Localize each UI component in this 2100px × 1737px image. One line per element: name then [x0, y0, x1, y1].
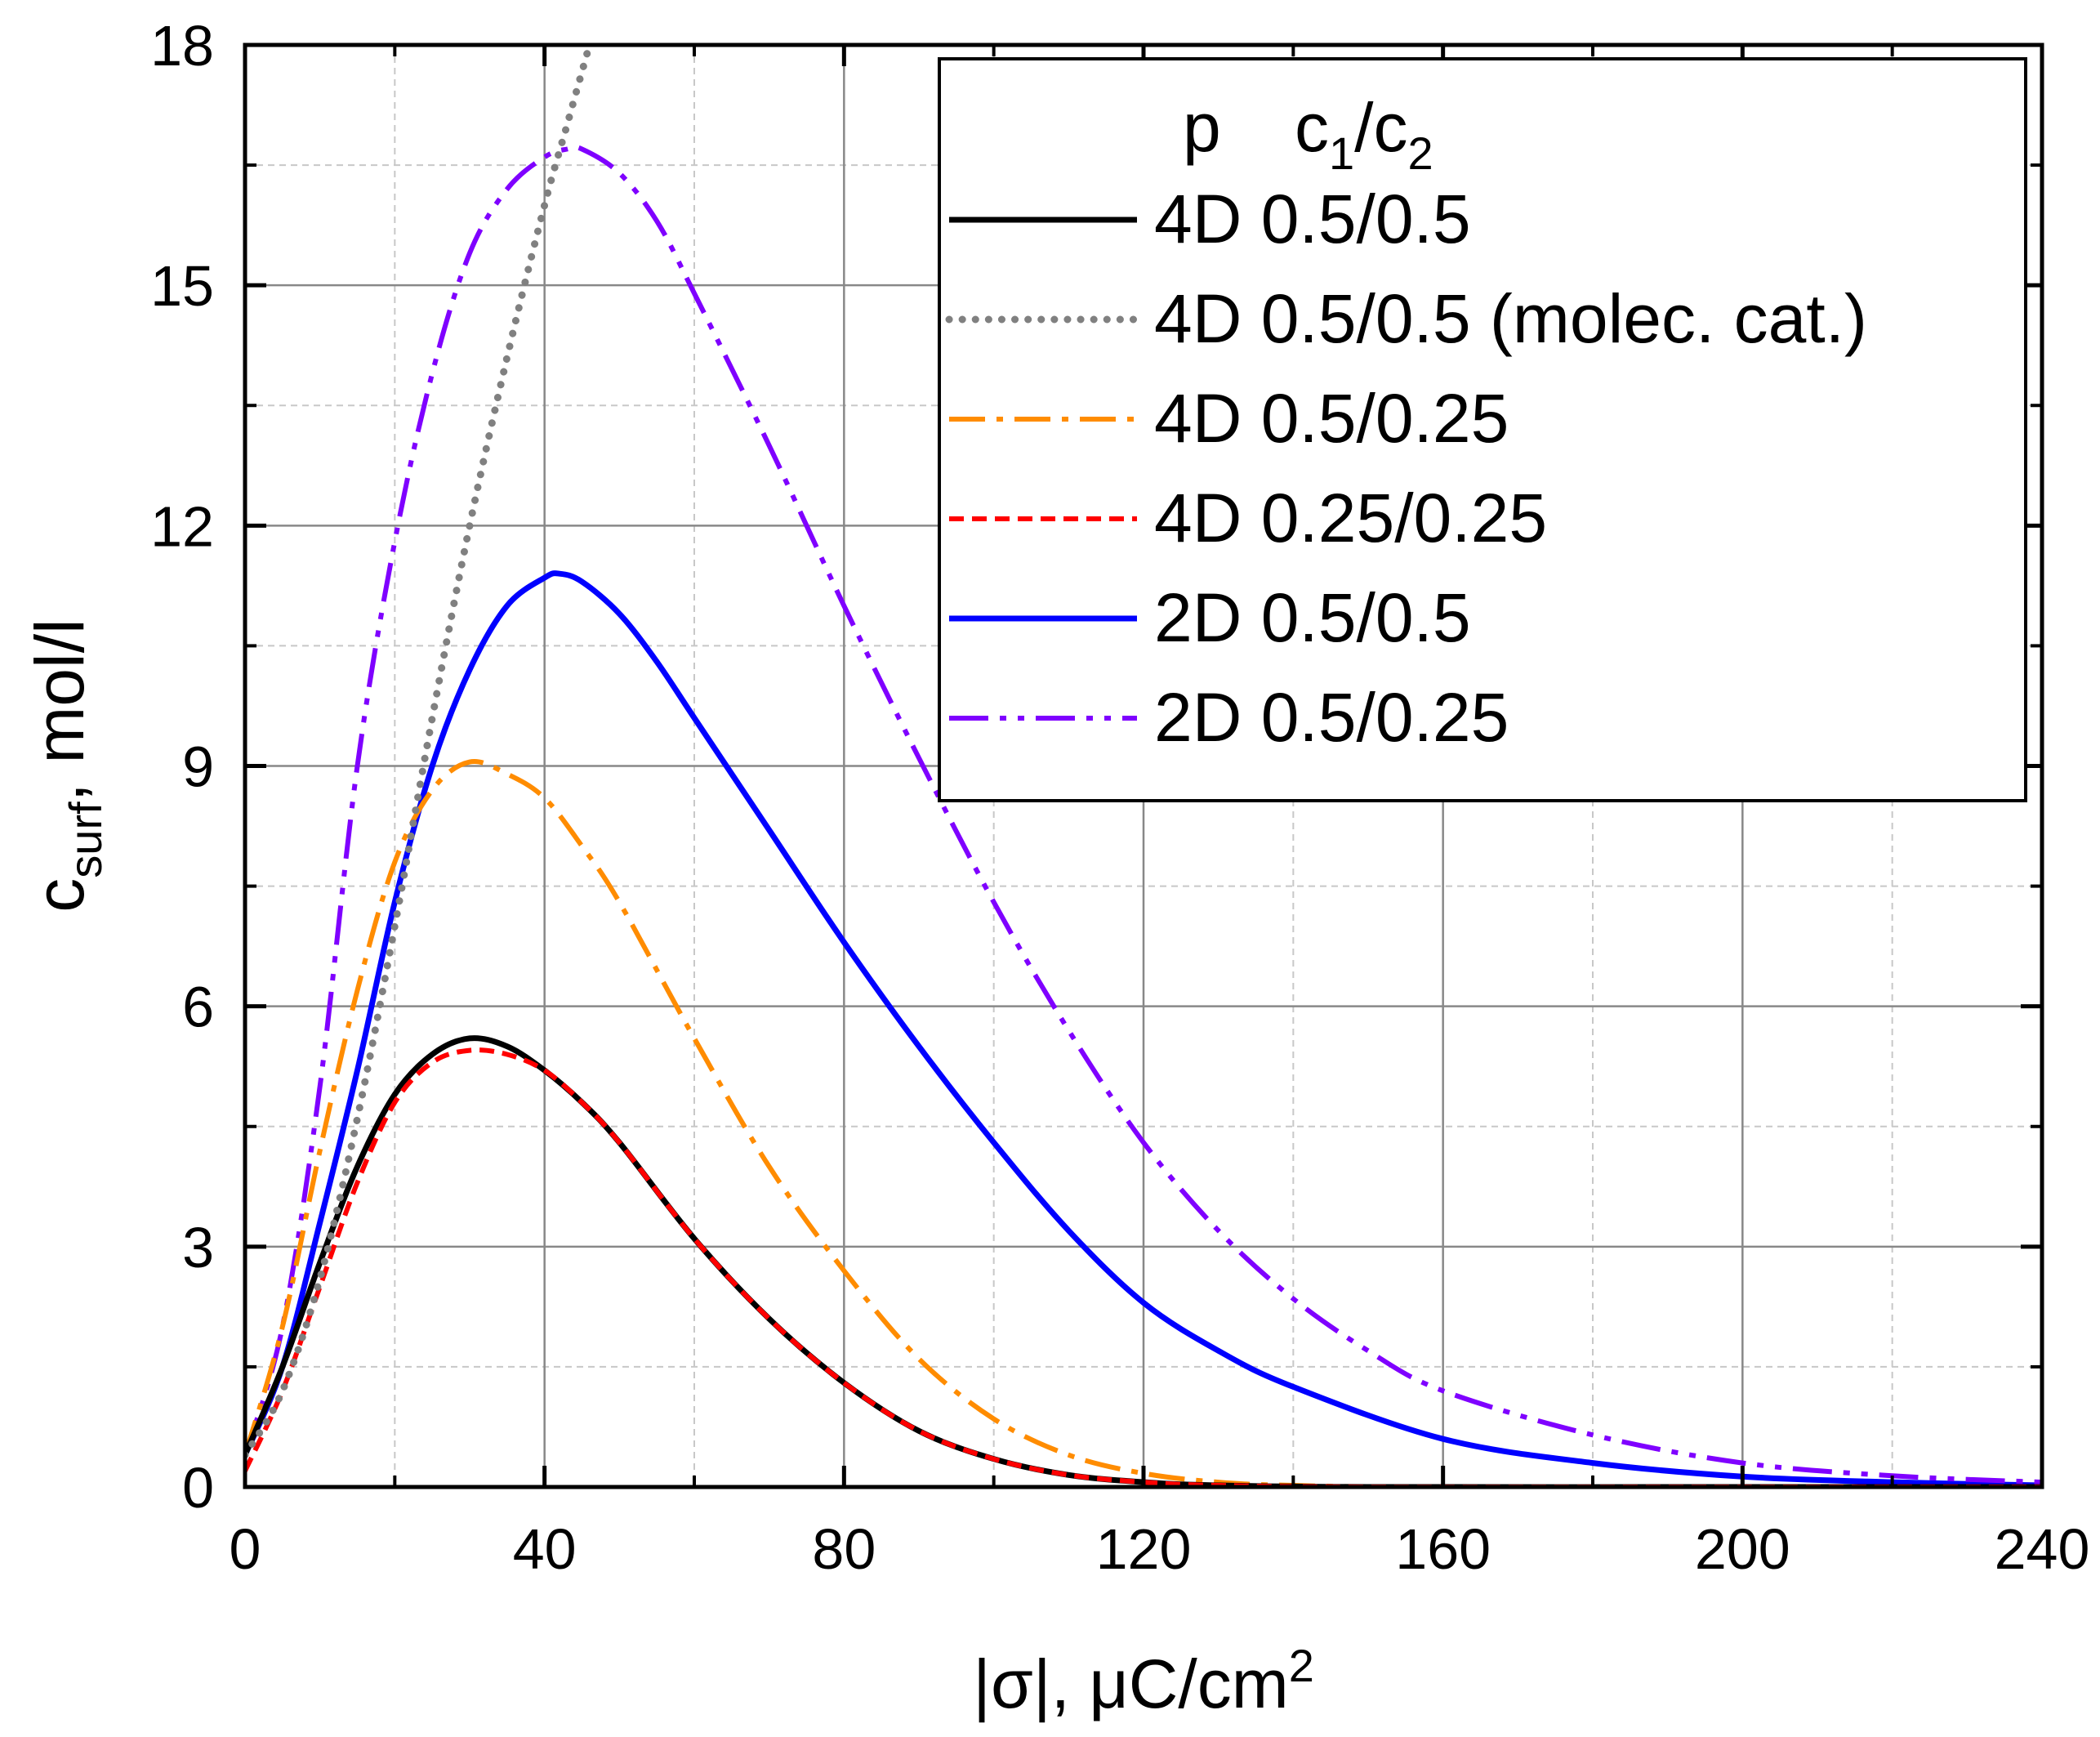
legend-header-c: c	[1295, 89, 1329, 166]
legend: p c1/c2 4D 0.5/0.5 4D 0.5/0.5 (molec. cat…	[938, 57, 2027, 802]
y-axis-title-subscript: surf	[60, 802, 111, 878]
y-axis-title: csurf, mol/l	[21, 618, 111, 912]
legend-label-6: 2D 0.5/0.25	[1154, 679, 1509, 756]
y-tick-label: 0	[182, 1456, 214, 1520]
y-axis-title-suffix: , mol/l	[21, 618, 98, 802]
x-axis-title-superscript: 2	[1289, 1640, 1314, 1691]
legend-label-3: 4D 0.5/0.25	[1154, 380, 1509, 457]
legend-header-p: p	[1183, 89, 1221, 166]
x-tick-label: 120	[1096, 1517, 1192, 1581]
x-tick-label: 240	[1995, 1517, 2090, 1581]
legend-header-c1c2: c1/c2	[1295, 89, 1433, 179]
x-axis-title-text: |σ|, μC/cm	[973, 1645, 1289, 1722]
legend-label-1: 4D 0.5/0.5	[1154, 181, 1471, 257]
legend-label-5: 2D 0.5/0.5	[1154, 579, 1471, 656]
legend-header-slash: /c	[1354, 89, 1407, 166]
series-line-6	[245, 144, 2042, 1485]
x-tick-label: 0	[230, 1517, 261, 1581]
y-tick-label: 18	[150, 14, 214, 78]
series-line-2	[245, 45, 594, 1459]
series-line-3	[245, 758, 2042, 1487]
y-tick-label: 6	[182, 976, 214, 1039]
x-tick-label: 200	[1695, 1517, 1790, 1581]
legend-header-sub2: 2	[1408, 127, 1433, 179]
y-tick-label: 3	[182, 1216, 214, 1279]
x-axis-title: |σ|, μC/cm2	[973, 1640, 1314, 1722]
legend-label-2: 4D 0.5/0.5 (molec. cat.)	[1154, 280, 1867, 357]
legend-header-sub1: 1	[1329, 127, 1354, 179]
x-tick-label: 40	[513, 1517, 577, 1581]
series-line-5	[245, 570, 2042, 1487]
axis-ticks	[243, 42, 2044, 1489]
y-axis-title-c: c	[21, 878, 98, 913]
series-line-4	[245, 1047, 2042, 1487]
y-tick-label: 12	[150, 494, 214, 558]
legend-label-4: 4D 0.25/0.25	[1154, 480, 1547, 556]
y-tick-label: 15	[150, 254, 214, 318]
y-tick-label: 9	[182, 735, 214, 799]
x-tick-label: 160	[1395, 1517, 1491, 1581]
legend-box	[938, 57, 2027, 802]
x-tick-label: 80	[812, 1517, 876, 1581]
legend-entries: 4D 0.5/0.5 4D 0.5/0.5 (molec. cat.) 4D 0.5…	[945, 181, 1867, 756]
